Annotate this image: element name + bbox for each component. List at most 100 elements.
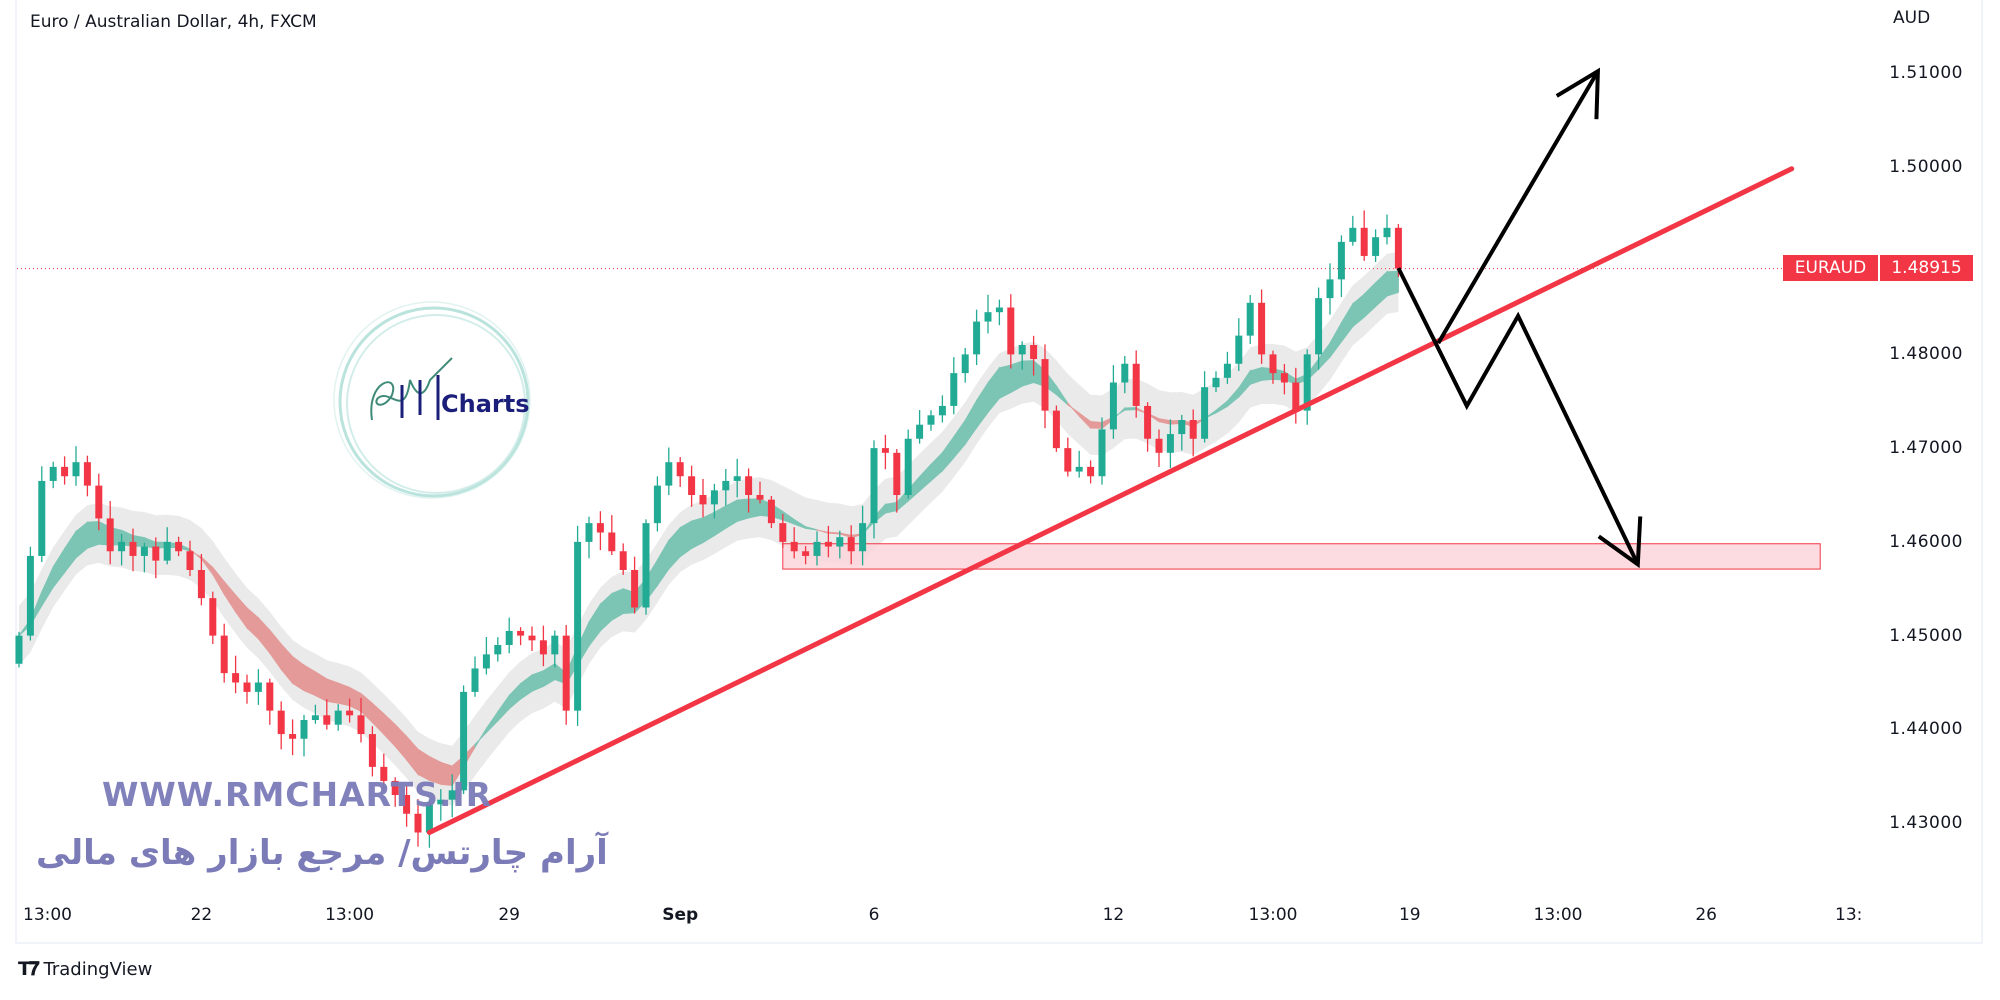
candle[interactable]	[824, 525, 832, 558]
tradingview-brand[interactable]: T𝟕 TradingView	[18, 958, 152, 980]
candle[interactable]	[505, 617, 513, 654]
candle[interactable]	[1041, 344, 1049, 429]
candle[interactable]	[1337, 235, 1345, 297]
candle[interactable]	[1178, 414, 1186, 451]
scenario-down-arrow[interactable]	[1396, 267, 1640, 566]
candle[interactable]	[1166, 419, 1174, 469]
candle[interactable]	[38, 466, 46, 562]
candle[interactable]	[961, 347, 969, 383]
candle[interactable]	[1360, 210, 1368, 261]
candle[interactable]	[995, 299, 1003, 326]
candle[interactable]	[847, 525, 855, 565]
candle[interactable]	[790, 527, 798, 559]
candle[interactable]	[745, 468, 753, 513]
candle[interactable]	[220, 623, 228, 683]
candle[interactable]	[368, 726, 376, 777]
candle[interactable]	[642, 519, 650, 615]
candle[interactable]	[72, 446, 80, 486]
candle[interactable]	[494, 637, 502, 662]
candle[interactable]	[916, 410, 924, 444]
candle[interactable]	[767, 495, 775, 529]
candle[interactable]	[938, 395, 946, 423]
candle[interactable]	[881, 434, 889, 470]
candle[interactable]	[186, 540, 194, 577]
candle[interactable]	[984, 294, 992, 334]
candle[interactable]	[163, 527, 171, 565]
candle[interactable]	[596, 511, 604, 551]
candle[interactable]	[551, 630, 559, 668]
candle[interactable]	[1052, 405, 1060, 452]
candle[interactable]	[927, 410, 935, 431]
candle[interactable]	[517, 627, 525, 646]
candle[interactable]	[460, 685, 468, 795]
candle[interactable]	[106, 501, 114, 565]
candle[interactable]	[380, 753, 388, 792]
candle[interactable]	[1189, 409, 1197, 457]
candle[interactable]	[1201, 371, 1209, 443]
candle[interactable]	[414, 799, 422, 847]
candle[interactable]	[1007, 294, 1015, 369]
candle[interactable]	[1292, 367, 1300, 424]
candle[interactable]	[619, 543, 627, 575]
candle[interactable]	[1258, 289, 1266, 364]
candle[interactable]	[733, 458, 741, 498]
candle[interactable]	[471, 656, 479, 697]
candle[interactable]	[1383, 214, 1391, 245]
candle[interactable]	[1349, 215, 1357, 246]
candle[interactable]	[676, 457, 684, 487]
candle[interactable]	[756, 481, 764, 504]
candle[interactable]	[665, 447, 673, 496]
candle[interactable]	[403, 785, 411, 827]
candle[interactable]	[1030, 335, 1038, 376]
candle[interactable]	[859, 505, 867, 566]
candle[interactable]	[1121, 355, 1129, 394]
candle[interactable]	[323, 699, 331, 730]
candle[interactable]	[243, 674, 251, 704]
candle[interactable]	[653, 476, 661, 532]
candle[interactable]	[699, 478, 707, 518]
candle[interactable]	[83, 455, 91, 497]
candle[interactable]	[1269, 350, 1277, 384]
candle[interactable]	[118, 534, 126, 566]
candle[interactable]	[688, 465, 696, 507]
candle[interactable]	[152, 537, 160, 579]
candle[interactable]	[722, 469, 730, 506]
candle[interactable]	[1018, 341, 1026, 370]
candle[interactable]	[1280, 363, 1288, 395]
candle[interactable]	[300, 714, 308, 757]
candle[interactable]	[585, 516, 593, 559]
candle[interactable]	[1109, 365, 1117, 439]
candle[interactable]	[448, 774, 456, 818]
candle[interactable]	[1372, 229, 1380, 262]
candle[interactable]	[1098, 417, 1106, 485]
candle[interactable]	[1303, 349, 1311, 425]
candle[interactable]	[437, 789, 445, 821]
candle[interactable]	[15, 631, 23, 668]
candle[interactable]	[710, 483, 718, 519]
candle[interactable]	[209, 591, 217, 644]
candle[interactable]	[197, 553, 205, 606]
candle[interactable]	[391, 777, 399, 807]
candle[interactable]	[631, 556, 639, 614]
candle[interactable]	[893, 449, 901, 513]
candle[interactable]	[1223, 351, 1231, 384]
candle[interactable]	[175, 536, 183, 557]
candle[interactable]	[232, 655, 240, 694]
candle[interactable]	[539, 625, 547, 667]
candle[interactable]	[61, 456, 69, 485]
candle[interactable]	[802, 546, 810, 565]
candle[interactable]	[1315, 287, 1323, 370]
candle[interactable]	[1144, 402, 1152, 452]
candle[interactable]	[870, 440, 878, 539]
candle[interactable]	[973, 309, 981, 366]
candle[interactable]	[26, 546, 34, 641]
candle[interactable]	[1087, 460, 1095, 484]
candle[interactable]	[289, 719, 297, 756]
candle[interactable]	[277, 701, 285, 750]
support-zone[interactable]	[782, 543, 1821, 570]
candle[interactable]	[813, 531, 821, 566]
candle[interactable]	[1235, 318, 1243, 371]
candle[interactable]	[482, 636, 490, 675]
candle[interactable]	[425, 799, 433, 848]
candle[interactable]	[346, 698, 354, 723]
